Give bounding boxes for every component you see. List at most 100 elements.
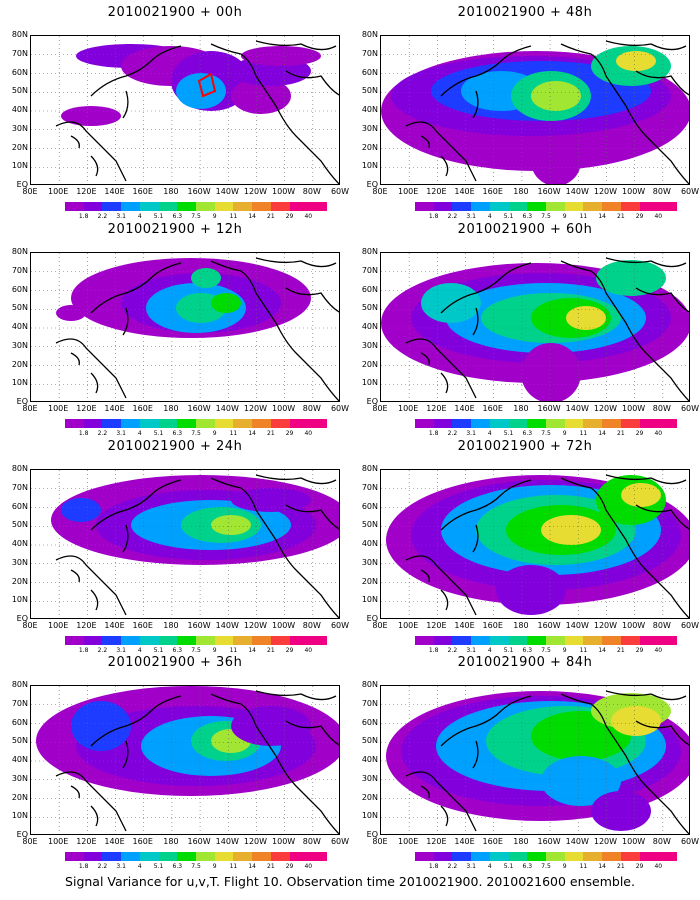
latitude-label: 70N <box>11 698 28 708</box>
colorbar-swatch <box>289 636 309 645</box>
colorbar-level-label: 1.8 <box>428 863 439 870</box>
coastline <box>440 479 532 531</box>
longitude-label: 120W <box>593 621 618 630</box>
longitude-label: 60W <box>330 837 350 846</box>
colorbar-swatch <box>102 419 122 428</box>
latitude-label: 20N <box>361 359 378 369</box>
colorbar-swatch <box>308 419 328 428</box>
contour-region <box>531 136 581 184</box>
longitude-label: 80W <box>302 404 321 413</box>
colorbar-level-label: 21 <box>617 213 625 220</box>
colorbar-swatch <box>452 419 472 428</box>
latitude-label: 10N <box>11 161 28 171</box>
colorbar-level-label: 1.8 <box>78 647 89 654</box>
colorbar-swatch <box>83 202 103 211</box>
colorbar-swatch <box>620 852 640 861</box>
contour-region <box>231 488 311 512</box>
colorbar-level-label: 11 <box>579 430 588 437</box>
latitude-label: 10N <box>361 595 378 605</box>
longitude-label: 100W <box>622 837 646 846</box>
colorbar-swatch <box>233 852 253 861</box>
contour-map <box>380 35 690 185</box>
colorbar-swatch <box>452 202 472 211</box>
colorbar-level-label: 4 <box>487 647 492 654</box>
coastline <box>560 693 689 834</box>
colorbar-swatch <box>252 202 271 211</box>
longitude-label: 140W <box>565 187 589 196</box>
colorbar-swatch <box>177 852 197 861</box>
latitude-label: 70N <box>361 698 378 708</box>
coastline <box>70 569 80 583</box>
colorbar-level-label: 3.1 <box>116 430 126 437</box>
colorbar-level-label: 1.8 <box>428 430 439 437</box>
colorbar-level-label: 2.2 <box>97 863 108 870</box>
coastline <box>70 785 80 799</box>
longitude-label: 100W <box>622 621 646 630</box>
longitude-label: 80W <box>302 837 321 846</box>
longitude-label: 140W <box>565 837 589 846</box>
longitude-label: 180 <box>163 837 179 846</box>
coastline <box>90 479 182 531</box>
latitude-label: 20N <box>11 792 28 802</box>
colorbar-swatch <box>564 636 584 645</box>
coastline <box>90 372 99 394</box>
colorbar-swatch <box>415 636 434 645</box>
colorbar-labels: 1.8 2.2 3.1 4 5.1 6.3 7.5 9 11 14 21 29 40 <box>65 647 327 656</box>
longitude-label: 60W <box>680 837 700 846</box>
longitude-label: 160E <box>132 837 153 846</box>
colorbar-swatch <box>658 852 678 861</box>
latitude-label: 40N <box>361 105 378 114</box>
colorbar-level-label: 7.5 <box>191 213 201 220</box>
colorbar-level-label: 21 <box>617 647 625 654</box>
colorbar-level-label: 40 <box>654 863 663 870</box>
colorbar-level-label: 7.5 <box>541 213 551 220</box>
map-svg <box>31 470 339 618</box>
latitude-label: 50N <box>361 520 378 530</box>
longitude-label: 100E <box>48 837 69 846</box>
coastline <box>440 695 532 747</box>
colorbar-swatch <box>139 202 159 211</box>
colorbar-swatch <box>121 202 140 211</box>
colorbar-swatch <box>65 419 84 428</box>
longitude-label: 80E <box>372 837 388 846</box>
colorbar-swatch <box>452 852 472 861</box>
contour-region <box>61 498 101 522</box>
colorbar-level-label: 5.1 <box>153 647 164 654</box>
colorbar-swatch <box>415 202 434 211</box>
colorbar-level-label: 21 <box>267 647 275 654</box>
map-panel: 2010021900 + 48h 80N 70N 60N 50N 40N 30N 20N 10N… <box>360 5 700 225</box>
colorbar-level-label: 40 <box>654 647 663 654</box>
longitude-label: 80E <box>22 187 38 196</box>
colorbar-labels: 1.8 2.2 3.1 4 5.1 6.3 7.5 9 11 14 21 29 40 <box>65 863 327 872</box>
colorbar-swatch <box>527 419 547 428</box>
coastline <box>405 771 477 832</box>
coastline <box>90 45 182 97</box>
latitude-label: 60N <box>361 501 378 511</box>
coastline <box>255 40 337 51</box>
colorbar-swatch <box>139 636 159 645</box>
contour-region <box>616 51 656 71</box>
coastline <box>420 352 430 366</box>
colorbar-level-label: 6.3 <box>172 430 183 437</box>
colorbar-swatch <box>546 636 565 645</box>
colorbar-swatch <box>583 419 603 428</box>
coastline <box>55 555 127 616</box>
longitude-label: 100W <box>272 837 296 846</box>
longitude-label: 120W <box>243 621 268 630</box>
latitude-label: EQ <box>16 830 28 839</box>
latitude-label: 80N <box>11 30 28 39</box>
colorbar-swatch <box>489 419 509 428</box>
colorbar <box>65 636 328 645</box>
colorbar-swatch <box>639 202 659 211</box>
latitude-label: 40N <box>361 755 378 764</box>
latitude-label: 10N <box>11 378 28 388</box>
longitude-label: 120W <box>243 837 268 846</box>
coastline <box>122 740 129 769</box>
map-svg <box>31 686 339 834</box>
colorbar-swatch <box>158 419 178 428</box>
longitude-label: 140E <box>454 404 475 413</box>
colorbar-level-label: 29 <box>285 213 294 220</box>
colorbar-swatch <box>658 202 678 211</box>
longitude-label: 80E <box>372 187 388 196</box>
colorbar-swatch <box>508 419 528 428</box>
